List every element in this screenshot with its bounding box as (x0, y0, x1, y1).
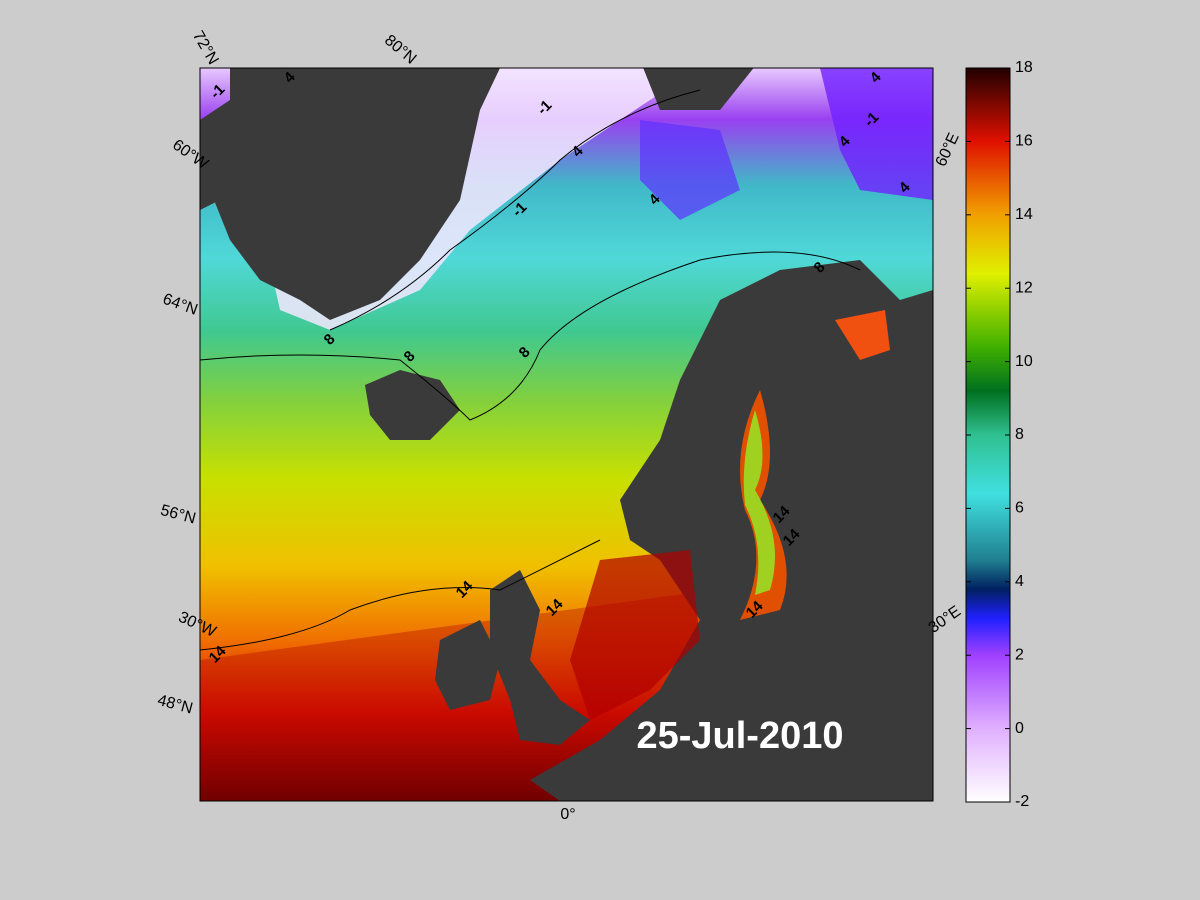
colorbar-tick-label: 2 (1015, 646, 1024, 663)
colorbar-tick-label: 4 (1015, 573, 1024, 590)
colorbar-tick-label: 18 (1015, 59, 1033, 76)
colorbar-tick-label: 8 (1015, 426, 1024, 443)
contour-lines (200, 89, 861, 651)
colorbar-tick-label: 14 (1015, 206, 1033, 223)
colorbar-tick-label: 0 (1015, 720, 1024, 737)
colorbar (965, 67, 1011, 803)
graticule-label: 72°N (189, 28, 222, 67)
north-sea (570, 550, 700, 720)
map-frame (199, 67, 934, 802)
colorbar-tick-label: 12 (1015, 279, 1033, 296)
colorbar-tick-label: 10 (1015, 353, 1033, 370)
date-label: 25-Jul-2010 (636, 715, 843, 757)
graticule-label: 48°N (156, 692, 195, 718)
colorbar-ticks: -2 0 2 4 6 8 10 12 14 16 18 (966, 59, 1033, 810)
map: 25-Jul-2010 (200, 68, 933, 801)
graticule-label: 56°N (159, 502, 198, 528)
graticule-label: 0° (560, 806, 575, 823)
colorbar-tick-label: 6 (1015, 500, 1024, 517)
baltic (743, 410, 775, 595)
cold-water (640, 120, 740, 220)
cold-water (820, 68, 933, 200)
white-sea (835, 310, 890, 360)
graticule-label: 80°N (381, 32, 419, 68)
graticule-label: 64°N (160, 291, 199, 319)
colorbar-tick-label: 16 (1015, 133, 1033, 150)
graticule-label: 60°E (933, 130, 963, 169)
land (200, 68, 933, 801)
colorbar-tick-label: -2 (1015, 793, 1029, 810)
